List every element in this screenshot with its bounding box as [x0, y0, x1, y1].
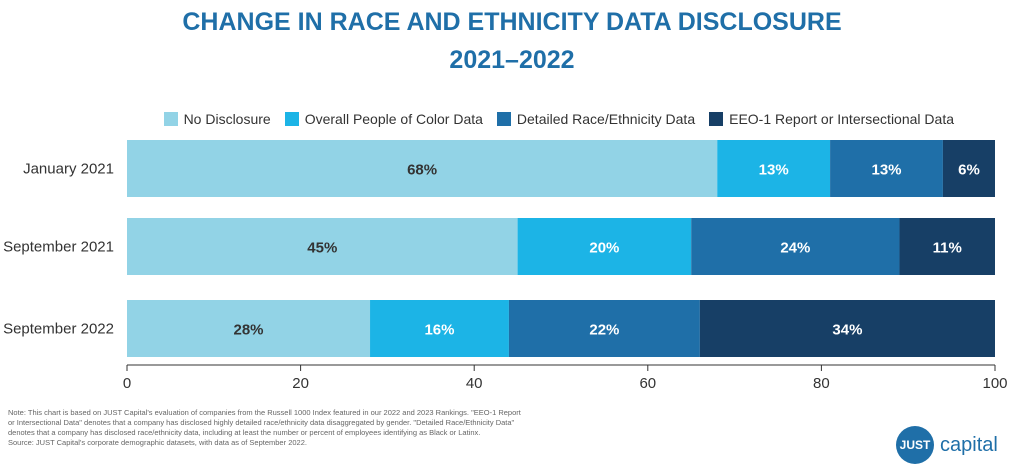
bar-segment — [517, 218, 692, 275]
bar-segment — [370, 300, 509, 357]
footnote: Note: This chart is based on JUST Capita… — [8, 408, 618, 448]
category-label: September 2021 — [3, 239, 114, 256]
data-label: 13% — [871, 162, 901, 179]
legend-item: No Disclosure — [163, 111, 271, 127]
legend-item: Detailed Race/Ethnicity Data — [496, 111, 696, 127]
stacked-bar-chart: January 2021 68% 13% 13% 6% September 2021 45%… — [3, 140, 1008, 392]
just-capital-logo: JUST capital — [896, 426, 998, 464]
chart-title: CHANGE IN RACE AND ETHNICITY DATA DISCLO… — [182, 8, 842, 36]
x-tick-label: 0 — [123, 375, 131, 392]
legend-label: Overall People of Color Data — [304, 111, 483, 127]
bar-segment — [127, 300, 371, 357]
bar-segment — [127, 140, 718, 197]
legend-label: Detailed Race/Ethnicity Data — [516, 111, 696, 127]
data-label: 24% — [780, 240, 810, 257]
data-label: 22% — [589, 322, 619, 339]
bar-segment — [699, 300, 995, 357]
legend-swatch — [709, 112, 724, 126]
x-tick-label: 40 — [466, 375, 483, 392]
legend-swatch — [496, 112, 511, 126]
legend-item: Overall People of Color Data — [284, 111, 483, 127]
footnote-line: Source: JUST Capital's corporate demogra… — [8, 438, 307, 447]
legend-item: EEO-1 Report or Intersectional Data — [709, 111, 954, 127]
bar-segment — [899, 218, 995, 275]
legend-label: No Disclosure — [183, 111, 271, 127]
footnote-line: denotes that a company has disclosed rac… — [8, 428, 481, 437]
data-label: 16% — [424, 322, 454, 339]
data-label: 20% — [589, 240, 619, 257]
data-label: 13% — [759, 162, 789, 179]
bar-segment — [717, 140, 831, 197]
legend-label: EEO-1 Report or Intersectional Data — [729, 111, 954, 127]
footnote-line: Note: This chart is based on JUST Capita… — [8, 408, 521, 417]
data-label: 28% — [234, 322, 264, 339]
bar-segment — [508, 300, 700, 357]
x-tick-label: 20 — [292, 375, 309, 392]
category-label: September 2022 — [3, 321, 114, 338]
footnote-line: or Intersectional Data" denotes that a c… — [8, 418, 515, 427]
bar-segment — [691, 218, 900, 275]
bar-segment — [830, 140, 943, 197]
chart-subtitle: 2021–2022 — [449, 46, 575, 74]
data-label: 6% — [958, 162, 980, 179]
legend-swatch — [284, 112, 299, 126]
data-label: 34% — [832, 322, 862, 339]
logo-mark: JUST — [896, 426, 934, 464]
x-tick-label: 60 — [639, 375, 656, 392]
data-label: 45% — [307, 240, 337, 257]
data-label: 68% — [407, 162, 437, 179]
logo-text: capital — [940, 433, 998, 456]
x-tick-label: 100 — [982, 375, 1007, 392]
legend: No Disclosure Overall People of Color Dat… — [150, 111, 954, 127]
bar-segment — [942, 140, 995, 197]
legend-swatch — [163, 112, 178, 126]
category-label: January 2021 — [23, 161, 114, 178]
bar-segment — [127, 218, 518, 275]
data-label: 11% — [933, 240, 962, 257]
x-tick-label: 80 — [813, 375, 830, 392]
